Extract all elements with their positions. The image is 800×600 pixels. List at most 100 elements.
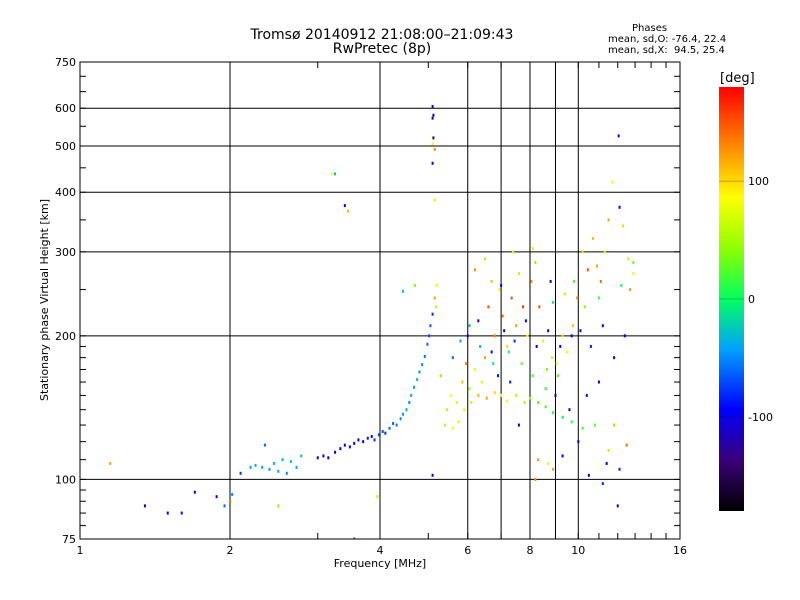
data-point: [586, 268, 589, 272]
data-point: [166, 511, 169, 515]
data-point: [433, 147, 436, 151]
data-point: [490, 279, 493, 283]
x-tick-label: 1: [77, 544, 84, 557]
data-point: [607, 218, 610, 222]
data-point: [455, 400, 458, 404]
data-point: [429, 324, 432, 328]
data-point: [620, 283, 623, 287]
colorbar-gradient: [719, 87, 744, 511]
data-point: [366, 436, 369, 440]
data-point: [418, 370, 421, 374]
data-point: [322, 454, 325, 458]
data-point: [432, 113, 435, 117]
data-point: [563, 292, 566, 296]
data-point: [572, 279, 575, 283]
data-point: [568, 408, 571, 412]
data-point: [348, 445, 351, 449]
data-point: [493, 334, 496, 338]
data-point: [334, 450, 337, 454]
data-point: [522, 305, 525, 309]
data-point: [493, 391, 496, 395]
data-point: [520, 361, 523, 365]
data-point: [413, 283, 416, 287]
data-point: [143, 504, 146, 508]
data-point: [277, 469, 280, 473]
data-point: [597, 296, 600, 300]
data-point: [451, 356, 454, 360]
data-point: [285, 471, 288, 475]
axis-ticks: 1 2 4 6 8 10 16 75 100 200 300 400 500 600 750: [55, 56, 687, 557]
x-tick-label: 2: [227, 544, 234, 557]
data-point: [498, 288, 501, 292]
data-point: [550, 356, 553, 360]
data-point: [542, 339, 545, 343]
data-point: [536, 400, 539, 404]
data-point: [599, 279, 602, 283]
data-points: [109, 105, 635, 539]
data-point: [503, 329, 506, 333]
data-point: [581, 426, 584, 430]
data-point: [431, 142, 434, 146]
data-point: [261, 465, 264, 469]
data-point: [451, 426, 454, 430]
data-point: [370, 435, 373, 439]
data-point: [597, 380, 600, 384]
data-point: [509, 380, 512, 384]
data-point: [231, 492, 234, 496]
data-point: [193, 490, 196, 494]
y-tick-label: 75: [62, 533, 76, 546]
data-point: [517, 423, 520, 427]
data-point: [388, 426, 391, 430]
data-point: [399, 417, 402, 421]
data-point: [524, 319, 527, 323]
y-axis-label: Stationary phase Virtual Height [km]: [38, 199, 51, 401]
data-point: [625, 443, 628, 447]
data-point: [461, 380, 464, 384]
data-point: [421, 363, 424, 367]
grid-lines: [80, 62, 680, 539]
data-point: [223, 504, 226, 508]
data-point: [109, 461, 112, 465]
data-point: [392, 421, 395, 425]
data-point: [381, 430, 384, 434]
data-point: [449, 393, 452, 397]
data-point: [506, 399, 509, 403]
data-point: [402, 412, 405, 416]
data-point: [552, 411, 555, 415]
y-tick-label: 200: [55, 330, 76, 343]
x-tick-label: 16: [673, 544, 687, 557]
data-point: [510, 296, 513, 300]
data-point: [466, 334, 469, 338]
data-point: [517, 272, 520, 276]
annotation-line1: mean, sd,O: -76.4, 22.4: [608, 34, 727, 45]
data-point: [559, 344, 562, 348]
data-point: [470, 400, 473, 404]
data-point: [339, 447, 342, 451]
data-point: [534, 477, 537, 481]
y-tick-label: 500: [55, 140, 76, 153]
data-point: [601, 482, 604, 486]
data-point: [632, 260, 635, 264]
data-point: [395, 423, 398, 427]
data-point: [554, 393, 557, 397]
data-point: [618, 205, 621, 209]
data-point: [529, 396, 531, 400]
x-tick-label: 6: [464, 544, 471, 557]
data-point: [431, 312, 434, 316]
data-point: [433, 296, 436, 300]
data-point: [272, 461, 275, 465]
annotation-line2: mean, sd,X: 94.5, 25.4: [608, 45, 725, 56]
data-point: [473, 268, 476, 272]
data-point: [512, 250, 515, 254]
x-axis-label: Frequency [MHz]: [334, 557, 426, 570]
data-point: [346, 209, 349, 213]
data-point: [547, 461, 550, 465]
x-tick-label: 8: [527, 544, 534, 557]
data-point: [402, 289, 405, 293]
data-point: [605, 461, 608, 465]
data-point: [423, 354, 426, 358]
data-point: [500, 283, 503, 287]
data-point: [464, 361, 467, 365]
y-tick-label: 100: [55, 473, 76, 486]
